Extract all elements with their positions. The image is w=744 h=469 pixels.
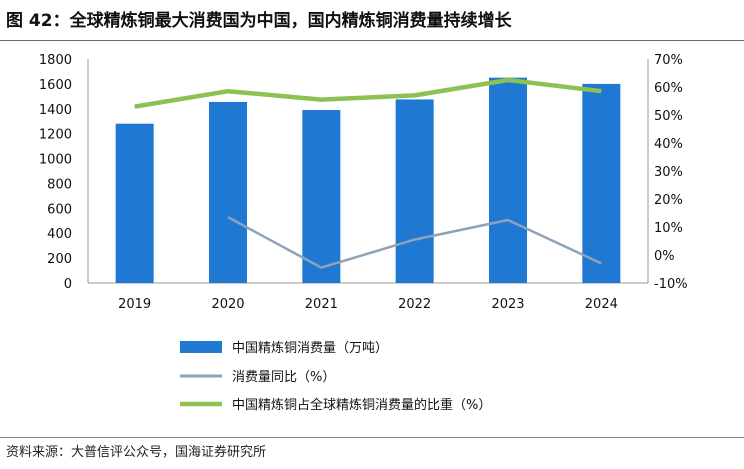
legend-label: 消费量同比（%） <box>232 370 335 385</box>
share-line <box>135 80 602 107</box>
y-right-tick-label: -10% <box>654 277 688 292</box>
x-tick-label: 2022 <box>398 297 431 312</box>
chart-title: 图 42：全球精炼铜最大消费国为中国，国内精炼铜消费量持续增长 <box>6 4 738 38</box>
bar-2024 <box>582 84 620 283</box>
y-left-tick-label: 0 <box>64 277 72 292</box>
y-left-tick-label: 400 <box>47 227 72 242</box>
y-right-tick-label: 40% <box>654 137 683 152</box>
y-right-tick-label: 60% <box>654 81 683 96</box>
bar-2021 <box>302 110 340 283</box>
combo-chart: 0 200 400 600 800 1000 1200 1400 1600 1800 -10% 0%… <box>0 42 744 434</box>
x-tick-label: 2023 <box>491 297 524 312</box>
line-series <box>135 80 602 268</box>
legend-label: 中国精炼铜消费量（万吨） <box>232 341 388 356</box>
y-right-tick-label: 20% <box>654 193 683 208</box>
y-left-tick-label: 800 <box>47 177 72 192</box>
y-left-tick-label: 600 <box>47 202 72 217</box>
y-left-tick-label: 1200 <box>39 128 72 143</box>
y-left-tick-label: 1800 <box>39 53 72 68</box>
bar-2022 <box>396 99 434 283</box>
legend: 中国精炼铜消费量（万吨） 消费量同比（%） 中国精炼铜占全球精炼铜消费量的比重（%） <box>180 341 491 413</box>
bar-2020 <box>209 102 247 283</box>
source-note: 资料来源：大普信评公众号，国海证券研究所 <box>6 440 266 466</box>
source-divider <box>0 437 744 438</box>
x-tick-label: 2024 <box>585 297 618 312</box>
y-left-tick-label: 200 <box>47 252 72 267</box>
y-left-tick-label: 1400 <box>39 103 72 118</box>
x-tick-label: 2020 <box>211 297 244 312</box>
y-left-tick-label: 1600 <box>39 78 72 93</box>
bar-2019 <box>116 124 154 283</box>
bar-series <box>116 78 621 283</box>
bar-2023 <box>489 78 527 283</box>
x-tick-labels: 2019 2020 2021 2022 2023 2024 <box>118 297 618 312</box>
x-tick-label: 2019 <box>118 297 151 312</box>
legend-label: 中国精炼铜占全球精炼铜消费量的比重（%） <box>232 397 491 413</box>
legend-swatch-bar <box>180 341 222 353</box>
y-right-tick-label: 30% <box>654 165 683 180</box>
y-right-tick-label: 50% <box>654 109 683 124</box>
title-divider <box>0 40 744 41</box>
y-right-tick-labels: -10% 0% 10% 20% 30% 40% 50% 60% 70% <box>654 53 688 292</box>
y-right-tick-label: 70% <box>654 53 683 68</box>
y-right-tick-label: 10% <box>654 221 683 236</box>
y-left-tick-label: 1000 <box>39 153 72 168</box>
x-tick-label: 2021 <box>305 297 338 312</box>
y-right-tick-label: 0% <box>654 249 675 264</box>
y-left-tick-labels: 0 200 400 600 800 1000 1200 1400 1600 1800 <box>39 53 72 292</box>
